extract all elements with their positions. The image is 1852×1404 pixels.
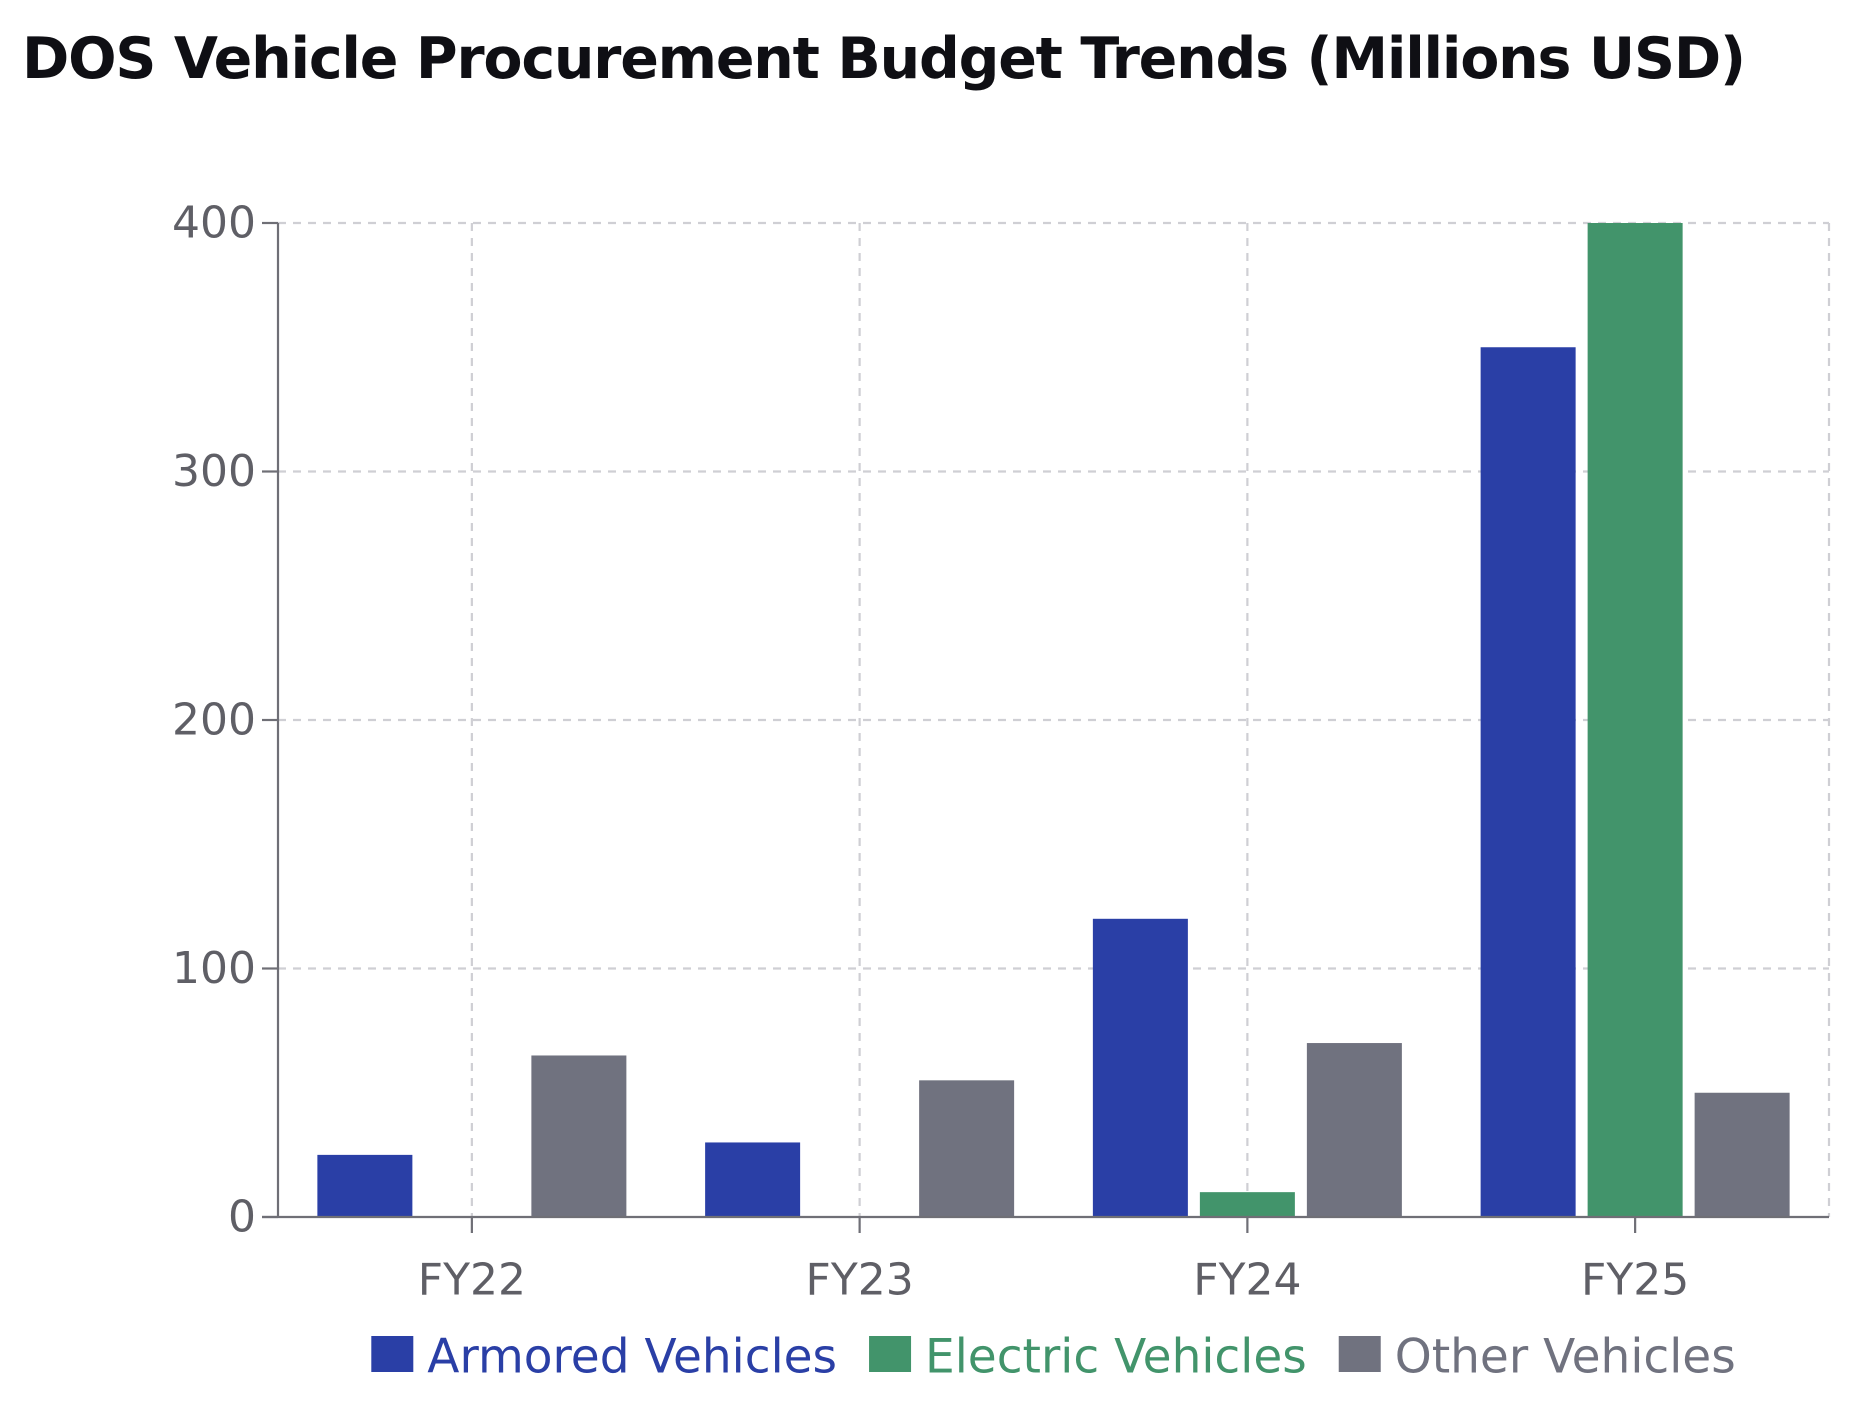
x-tick-label-fy22: FY22 <box>418 1255 526 1306</box>
bar-other-vehicles-fy24 <box>1306 1043 1402 1217</box>
legend-item-electric-vehicles: Electric Vehicles <box>869 1330 1307 1385</box>
y-tick-label-400: 400 <box>172 198 256 249</box>
bar-electric-vehicles-fy25 <box>1587 223 1683 1217</box>
axes <box>262 221 1829 1233</box>
legend-label-electric-vehicles: Electric Vehicles <box>925 1330 1307 1385</box>
bar-armored-vehicles-fy25 <box>1480 347 1576 1217</box>
legend-swatch-armored-vehicles <box>371 1336 414 1372</box>
legend-item-armored-vehicles: Armored Vehicles <box>371 1330 837 1385</box>
bars <box>317 223 1790 1217</box>
tick-labels: 0 100 200 300 400 FY22 FY23 FY24 FY25 <box>172 198 1689 1306</box>
y-tick-label-200: 200 <box>172 695 256 746</box>
x-tick-label-fy24: FY24 <box>1193 1255 1301 1306</box>
legend: Armored Vehicles Electric Vehicles Other V… <box>371 1330 1736 1385</box>
bar-armored-vehicles-fy23 <box>705 1142 801 1217</box>
bar-electric-vehicles-fy24 <box>1199 1192 1295 1217</box>
bar-other-vehicles-fy23 <box>919 1080 1015 1217</box>
bar-other-vehicles-fy22 <box>531 1055 627 1217</box>
bar-other-vehicles-fy25 <box>1694 1092 1790 1217</box>
bar-armored-vehicles-fy22 <box>317 1154 413 1217</box>
y-tick-label-0: 0 <box>228 1192 256 1243</box>
legend-label-armored-vehicles: Armored Vehicles <box>427 1330 837 1385</box>
legend-swatch-electric-vehicles <box>869 1336 912 1372</box>
x-tick-label-fy23: FY23 <box>806 1255 914 1306</box>
y-tick-label-300: 300 <box>172 446 256 497</box>
x-tick-label-fy25: FY25 <box>1581 1255 1689 1306</box>
legend-item-other-vehicles: Other Vehicles <box>1338 1330 1736 1385</box>
bar-armored-vehicles-fy24 <box>1092 918 1188 1217</box>
chart-title: DOS Vehicle Procurement Budget Trends (M… <box>22 26 1746 92</box>
legend-label-other-vehicles: Other Vehicles <box>1395 1330 1736 1385</box>
y-tick-label-100: 100 <box>172 943 256 994</box>
legend-swatch-other-vehicles <box>1338 1336 1381 1372</box>
